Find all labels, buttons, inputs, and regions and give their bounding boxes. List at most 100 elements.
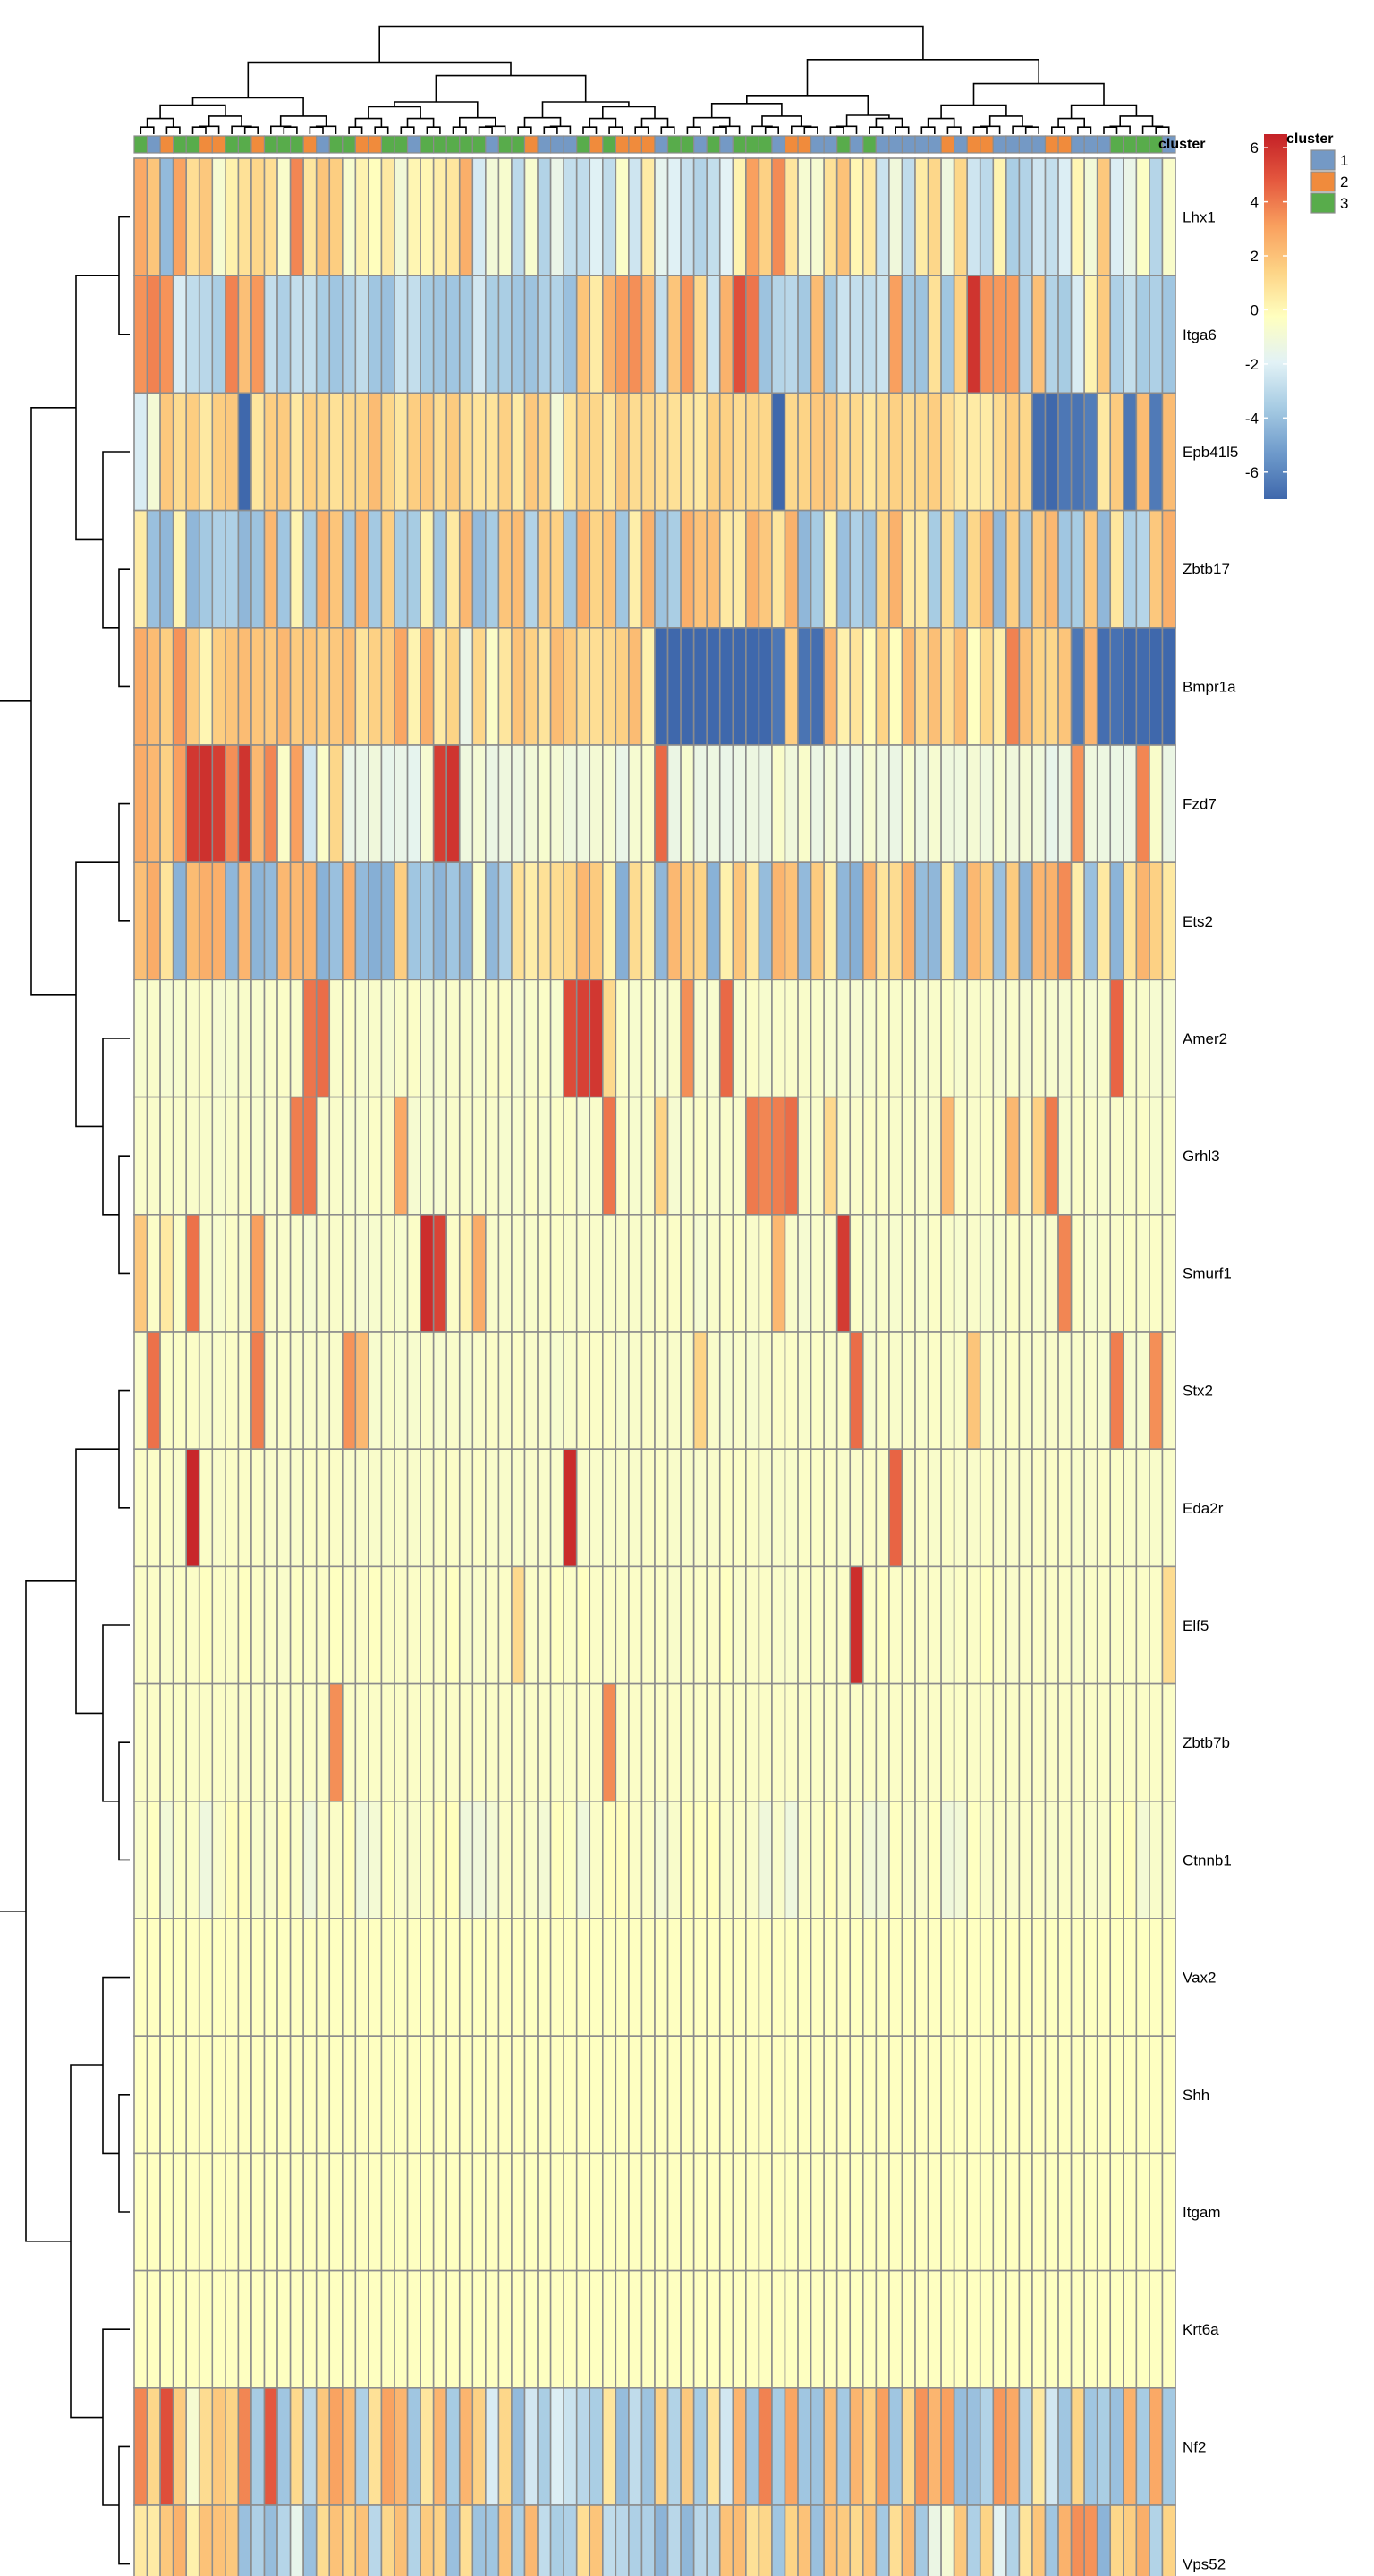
heatmap-cell: [471, 275, 487, 394]
heatmap-cell: [1044, 1096, 1059, 1216]
heatmap-cell: [1057, 1801, 1073, 1919]
annotation-cell: [628, 135, 643, 154]
heatmap-cell: [575, 509, 591, 629]
heatmap-cell: [1031, 1918, 1047, 2037]
heatmap-cell: [225, 1918, 240, 2037]
heatmap-cell: [1031, 1448, 1047, 1568]
heatmap-cell: [835, 1096, 852, 1216]
heatmap-cell: [315, 626, 331, 746]
cluster-legend-label: 3: [1340, 195, 1348, 212]
heatmap-cell: [328, 1682, 344, 1802]
heatmap-cell: [276, 2035, 292, 2155]
heatmap-cell: [537, 861, 552, 981]
annotation-cell: [836, 135, 851, 154]
heatmap-cell: [485, 2504, 500, 2576]
heatmap-cell: [537, 2387, 552, 2506]
heatmap-cell: [458, 1214, 474, 1333]
heatmap-cell: [328, 1565, 344, 1685]
heatmap-cell: [549, 2269, 564, 2389]
heatmap-cell: [549, 744, 564, 863]
heatmap-cell: [549, 1918, 564, 2037]
dendrogram-branch: [394, 101, 479, 118]
heatmap-cell: [771, 2269, 786, 2389]
heatmap-cell: [159, 1801, 174, 1919]
heatmap-cell: [1018, 861, 1033, 981]
heatmap-cell: [718, 509, 734, 629]
heatmap-cell: [146, 861, 161, 981]
heatmap-cell: [563, 1096, 578, 1216]
heatmap-cell: [1018, 2035, 1033, 2155]
heatmap-cell: [445, 979, 461, 1098]
heatmap-cell: [263, 2152, 278, 2272]
heatmap-cell: [992, 1331, 1007, 1450]
heatmap-cell: [471, 2152, 487, 2272]
heatmap-cell: [328, 1801, 344, 1919]
heatmap-cell: [615, 1682, 630, 1802]
heatmap-cell: [380, 2387, 395, 2506]
heatmap-cell: [471, 1214, 487, 1333]
heatmap-cell: [914, 979, 929, 1098]
heatmap-cell: [692, 1331, 708, 1450]
heatmap-cell: [471, 157, 487, 276]
heatmap-cell: [849, 1331, 864, 1450]
heatmap-cell: [810, 2387, 825, 2506]
heatmap-cell: [250, 1096, 266, 1216]
heatmap-cell: [354, 1801, 369, 1919]
heatmap-cell: [549, 1801, 564, 1919]
heatmap-cell: [732, 1682, 747, 1802]
heatmap-cell: [654, 1565, 669, 1685]
annotation-cell: [914, 135, 929, 154]
heatmap-cell: [992, 979, 1007, 1098]
heatmap-cell: [276, 979, 292, 1098]
heatmap-cell: [394, 2152, 409, 2272]
heatmap-cell: [914, 2504, 929, 2576]
heatmap-cell: [1005, 1448, 1021, 1568]
heatmap-cell: [745, 2504, 760, 2576]
heatmap-cell: [198, 2269, 214, 2389]
heatmap-cell: [394, 744, 409, 863]
heatmap-cell: [1070, 979, 1085, 1098]
dendrogram-branch: [1103, 126, 1118, 134]
heatmap-cell: [289, 1331, 304, 1450]
heatmap-cell: [1005, 1096, 1021, 1216]
heatmap-cell: [771, 1096, 786, 1216]
heatmap-cell: [146, 1096, 161, 1216]
heatmap-cell: [1135, 979, 1150, 1098]
heatmap-cell: [406, 2387, 421, 2506]
heatmap-cell: [680, 1801, 695, 1919]
heatmap-cell: [263, 1331, 278, 1450]
heatmap-cell: [861, 1096, 878, 1216]
heatmap-cell: [628, 744, 643, 863]
heatmap-cell: [706, 2269, 721, 2389]
heatmap-cell: [758, 2035, 773, 2155]
heatmap-cell: [861, 861, 878, 981]
heatmap-cell: [302, 1918, 318, 2037]
heatmap-cell: [953, 2387, 969, 2506]
heatmap-cell: [732, 2504, 747, 2576]
heatmap-cell: [835, 1918, 852, 2037]
heatmap-cell: [497, 1214, 513, 1333]
heatmap-cell: [432, 626, 447, 746]
heatmap-cell: [497, 1331, 513, 1450]
annotation-cell: [173, 135, 187, 154]
heatmap-cell: [380, 1682, 395, 1802]
heatmap-cell: [537, 979, 552, 1098]
heatmap-cell: [172, 2504, 187, 2576]
heatmap-cell: [589, 392, 604, 512]
heatmap-cell: [888, 626, 903, 746]
heatmap-cell: [289, 1096, 304, 1216]
heatmap-cell: [523, 979, 539, 1098]
dendrogram-branch: [102, 451, 130, 629]
heatmap-cell: [849, 1448, 864, 1568]
heatmap-cell: [732, 1918, 747, 2037]
heatmap-cell: [380, 744, 395, 863]
heatmap-cell: [354, 509, 369, 629]
heatmap-cell: [250, 861, 266, 981]
heatmap-cell: [666, 2269, 682, 2389]
heatmap-cell: [172, 1801, 187, 1919]
heatmap-cell: [575, 1682, 591, 1802]
heatmap-cell: [1057, 1565, 1073, 1685]
heatmap-cell: [511, 1331, 526, 1450]
heatmap-cell: [315, 1682, 331, 1802]
annotation-cell: [1135, 135, 1150, 154]
